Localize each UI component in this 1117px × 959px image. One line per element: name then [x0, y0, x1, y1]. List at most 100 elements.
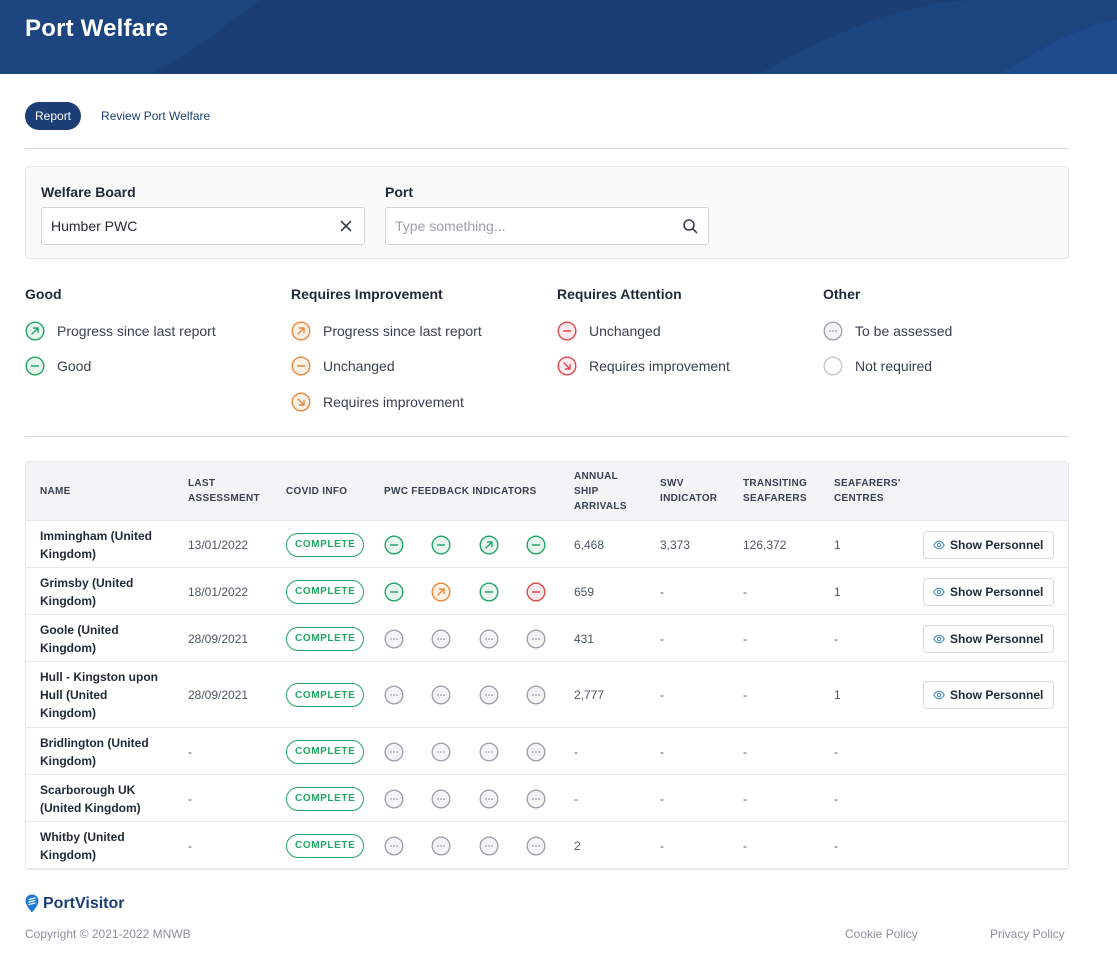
swv-indicator-value: -: [660, 838, 664, 853]
last-assessment-value: 28/09/2021: [188, 631, 249, 646]
tab-review-port-welfare[interactable]: Review Port Welfare: [101, 109, 211, 123]
show-personnel-button[interactable]: Show Personnel: [923, 624, 1054, 653]
port-name: Grimsby (United Kingdom): [40, 575, 134, 608]
search-icon[interactable]: [682, 218, 698, 234]
legend-good: Good Progress since last report Good: [25, 286, 216, 376]
show-personnel-button[interactable]: Show Personnel: [923, 577, 1054, 606]
legend-item-label: Requires improvement: [589, 358, 730, 374]
divider: [25, 436, 1069, 437]
arrow-up-right-icon: [291, 321, 311, 341]
good-minus-icon: [431, 534, 451, 555]
legend-other: Other To be assessed Not required: [823, 286, 952, 376]
welfare-board-select[interactable]: Humber PWC: [41, 207, 365, 245]
tab-report[interactable]: Report: [25, 102, 82, 130]
col-header-annual-ship-arrivals: ANNUAL SHIP ARRIVALS: [574, 471, 627, 512]
swv-indicator-value: -: [660, 791, 664, 806]
eye-icon: [933, 634, 945, 643]
seafarers-centres-value: 1: [834, 688, 841, 702]
welfare-board-label: Welfare Board: [41, 184, 136, 200]
to-be-assessed-icon: [479, 685, 499, 705]
arrow-down-right-icon: [291, 392, 311, 412]
privacy-policy-link[interactable]: Privacy Policy: [990, 927, 1065, 941]
to-be-assessed-icon: [431, 788, 451, 809]
to-be-assessed-icon: [431, 685, 451, 705]
annual-ship-arrivals-value: 659: [574, 584, 595, 599]
copyright-text: Copyright © 2021-2022 MNWB: [25, 927, 191, 941]
to-be-assessed-icon: [526, 685, 546, 705]
port-search-field[interactable]: Type something...: [385, 207, 709, 245]
last-assessment-value: 28/09/2021: [188, 688, 249, 702]
covid-status-badge: COMPLETE: [286, 786, 365, 811]
table-row: Scarborough UK (United Kingdom) - COMPLETE -…: [26, 775, 1068, 822]
to-be-assessed-icon: [384, 628, 404, 649]
legend-requires-improvement: Requires Improvement Progress since last…: [291, 286, 482, 412]
legend-title-other: Other: [823, 286, 861, 302]
legend-item-label: Unchanged: [323, 358, 395, 374]
col-header-last-assessment: LAST ASSESSMENT: [188, 478, 260, 504]
portvisitor-logo[interactable]: PortVisitor: [25, 894, 125, 913]
annual-ship-arrivals-value: 6,468: [574, 537, 605, 552]
legend-item-label: Good: [57, 358, 92, 374]
transiting-seafarers-value: -: [743, 584, 747, 599]
legend-item-label: Not required: [855, 358, 933, 374]
eye-icon: [933, 690, 945, 700]
legend-item: Requires improvement: [557, 356, 730, 376]
welfare-board-value: Humber PWC: [51, 218, 138, 234]
col-header-covid-info: COVID INFO: [286, 486, 348, 497]
covid-status-badge: COMPLETE: [286, 532, 365, 557]
legend-item-label: Progress since last report: [57, 323, 216, 339]
cookie-policy-link[interactable]: Cookie Policy: [845, 927, 918, 941]
transiting-seafarers-value: -: [743, 631, 747, 646]
show-personnel-label: Show Personnel: [950, 688, 1044, 702]
port-name: Scarborough UK (United Kingdom): [40, 782, 141, 815]
legend-item-label: Unchanged: [589, 323, 661, 339]
transiting-seafarers-value: -: [743, 791, 747, 806]
col-header-name: NAME: [40, 486, 71, 497]
to-be-assessed-icon: [431, 628, 451, 649]
ports-table: NAME LAST ASSESSMENT COVID INFO PWC FEEDB…: [25, 461, 1069, 870]
seafarers-centres-value: -: [834, 791, 838, 806]
to-be-assessed-icon: [384, 685, 404, 705]
minus-icon: [25, 356, 45, 376]
to-be-assessed-icon: [384, 788, 404, 809]
ellipsis-icon: [823, 321, 843, 341]
to-be-assessed-icon: [526, 628, 546, 649]
attention-unchanged-icon: [526, 581, 546, 602]
good-minus-icon: [384, 534, 404, 555]
eye-icon: [933, 587, 945, 596]
swv-indicator-value: -: [660, 631, 664, 646]
port-name: Goole (United Kingdom): [40, 622, 119, 655]
last-assessment-value: -: [188, 838, 192, 853]
clear-icon[interactable]: [338, 218, 354, 234]
show-personnel-label: Show Personnel: [950, 537, 1044, 552]
annual-ship-arrivals-value: -: [574, 791, 578, 806]
swv-indicator-value: -: [660, 744, 664, 759]
table-row: Whitby (United Kingdom) - COMPLETE 2 - - -: [26, 822, 1068, 869]
filter-panel: Welfare Board Humber PWC Port Type somet…: [25, 166, 1069, 259]
covid-status-badge: COMPLETE: [286, 626, 365, 651]
arrow-down-right-icon: [557, 356, 577, 376]
annual-ship-arrivals-value: 2: [574, 838, 581, 853]
legend-requires-attention: Requires Attention Unchanged Requires im…: [557, 286, 730, 376]
to-be-assessed-icon: [479, 628, 499, 649]
transiting-seafarers-value: 126,372: [743, 537, 787, 552]
to-be-assessed-icon: [479, 741, 499, 762]
legend-title-requires-improvement: Requires Improvement: [291, 286, 443, 302]
port-name: Whitby (United Kingdom): [40, 829, 125, 862]
col-header-pwc-feedback: PWC FEEDBACK INDICATORS: [384, 486, 537, 497]
show-personnel-label: Show Personnel: [950, 584, 1044, 599]
empty-circle-icon: [823, 356, 843, 376]
to-be-assessed-icon: [384, 835, 404, 856]
to-be-assessed-icon: [526, 788, 546, 809]
legend-title-good: Good: [25, 286, 62, 302]
good-progress-icon: [479, 534, 499, 555]
show-personnel-button[interactable]: Show Personnel: [923, 530, 1054, 559]
swv-indicator-value: -: [660, 688, 664, 702]
brand-name: PortVisitor: [43, 894, 125, 912]
show-personnel-button[interactable]: Show Personnel: [923, 681, 1054, 709]
annual-ship-arrivals-value: 2,777: [574, 688, 605, 702]
covid-status-badge: COMPLETE: [286, 683, 365, 707]
port-name: Immingham (United Kingdom): [40, 528, 153, 561]
seafarers-centres-value: -: [834, 838, 838, 853]
swv-indicator-value: -: [660, 584, 664, 599]
